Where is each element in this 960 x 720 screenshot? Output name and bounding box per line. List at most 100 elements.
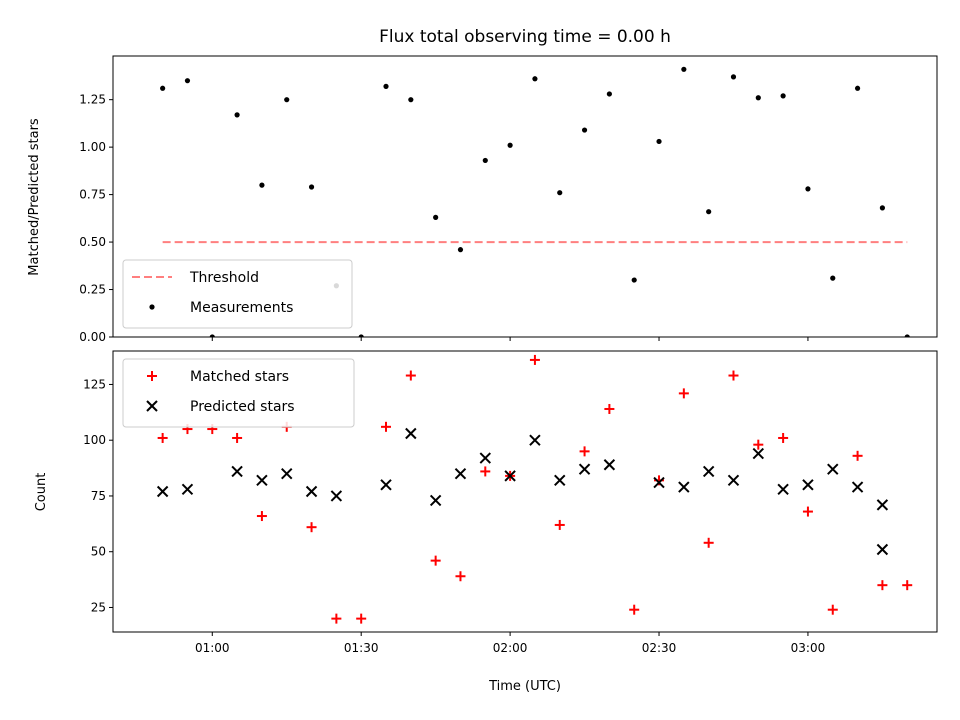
- x-b: [146, 400, 158, 412]
- matched-star-point: [455, 571, 466, 582]
- matched-star-point: [877, 580, 888, 591]
- measurement-point: [160, 85, 166, 91]
- x-b: [380, 479, 392, 491]
- x-b: [702, 465, 715, 478]
- measurement-point: [284, 97, 290, 103]
- matched-star-point: [256, 511, 267, 522]
- matched-star-point: [827, 604, 838, 615]
- measurement-point: [904, 334, 910, 337]
- matched-star-point: [554, 519, 565, 530]
- matched-star-point: [579, 446, 590, 457]
- measurement-point: [606, 91, 612, 97]
- measurement-point: [408, 97, 414, 103]
- y-tick-label: 25: [91, 600, 106, 614]
- x-b: [231, 465, 243, 478]
- matched-star-point: [405, 370, 416, 381]
- predicted-star-point: [851, 481, 864, 493]
- top-y-axis-title: Matched/Predicted stars: [27, 118, 42, 276]
- predicted-star-point: [330, 490, 343, 502]
- bottom-y-axis-title: Count: [34, 473, 49, 512]
- x-b: [479, 452, 491, 464]
- matched-star-point: [381, 421, 392, 432]
- predicted-star-point: [727, 474, 740, 487]
- x-b: [876, 543, 889, 556]
- plot-area: [156, 354, 913, 624]
- measurement-point: [706, 209, 712, 215]
- x-tick-label: 03:00: [791, 641, 826, 655]
- chart-title: Flux total observing time = 0.00 h: [379, 27, 671, 47]
- y-tick-label: 125: [83, 377, 106, 391]
- measurement-point: [234, 112, 240, 118]
- x-b: [504, 470, 516, 482]
- y-tick-label: 1.25: [79, 93, 106, 107]
- legend: Matched stars Predicted stars: [122, 358, 355, 428]
- predicted-star-point: [380, 479, 392, 491]
- matched-star-point: [703, 537, 714, 548]
- predicted-star-point: [429, 494, 442, 507]
- matched-star-point: [902, 580, 913, 591]
- matched-star-point: [852, 450, 863, 461]
- matched-star-point: [480, 466, 491, 477]
- x-tick-label: 02:00: [493, 641, 528, 655]
- y-tick-label: 0.50: [79, 235, 106, 249]
- predicted-star-point: [529, 434, 541, 446]
- plot-area: [160, 66, 910, 337]
- y-tick-label: 0.25: [79, 283, 106, 297]
- y-tick-label: 100: [83, 433, 106, 447]
- measurement-point: [184, 78, 191, 84]
- measurement-point: [433, 214, 439, 220]
- x-b: [578, 463, 591, 475]
- legend-swatch: [146, 400, 158, 412]
- legend-swatch: [149, 304, 155, 310]
- x-tick-label: 01:30: [344, 641, 379, 655]
- measurement-point: [805, 186, 811, 192]
- matched-star-point: [331, 613, 342, 624]
- x-b: [554, 474, 566, 487]
- x-b: [603, 459, 616, 471]
- predicted-star-point: [231, 465, 243, 478]
- x-b: [156, 485, 169, 498]
- matched-star-point: [356, 613, 367, 624]
- x-b: [256, 474, 268, 487]
- bottom-panel: 25 50 75 100 125 01:00 01:30 02:00 02:30 03:00 Mat…: [83, 350, 938, 655]
- y-tick-label: 1.00: [79, 140, 106, 154]
- x-b: [405, 427, 417, 440]
- predicted-star-point: [578, 463, 591, 475]
- x-b: [752, 447, 765, 460]
- x-b: [777, 483, 789, 495]
- predicted-star-point: [305, 485, 318, 498]
- x-b: [529, 434, 541, 446]
- legend-label: Measurements: [190, 300, 293, 316]
- predicted-star-point: [454, 467, 467, 480]
- x-b: [429, 494, 442, 507]
- predicted-star-point: [405, 427, 417, 440]
- x-b: [876, 499, 889, 511]
- y-tick-label: 0.75: [79, 188, 106, 202]
- measurement-point: [532, 76, 538, 82]
- x-axis-title: Time (UTC): [488, 679, 561, 694]
- matched-star-point: [430, 555, 441, 566]
- predicted-star-point: [702, 465, 715, 478]
- matched-star-point: [778, 432, 789, 443]
- legend-label: Predicted stars: [190, 399, 295, 415]
- measurement-point: [656, 138, 662, 145]
- measurement-point: [209, 334, 215, 337]
- y-tick-label: 0.00: [79, 330, 106, 344]
- measurement-point: [879, 205, 885, 211]
- predicted-star-point: [827, 463, 839, 475]
- measurement-point: [581, 127, 588, 133]
- x-b: [181, 483, 194, 495]
- legend-swatch: [147, 371, 157, 381]
- predicted-star-point: [876, 543, 889, 556]
- legend: Threshold Measurements: [122, 259, 353, 329]
- predicted-star-point: [752, 447, 765, 460]
- x-tick-label: 01:00: [195, 641, 230, 655]
- measurement-point: [557, 190, 563, 196]
- measurement-point: [780, 93, 786, 99]
- x-b: [851, 481, 864, 493]
- x-b: [330, 490, 343, 502]
- legend-box: [122, 358, 355, 428]
- x-b: [281, 467, 293, 480]
- measurement-point: [830, 275, 836, 281]
